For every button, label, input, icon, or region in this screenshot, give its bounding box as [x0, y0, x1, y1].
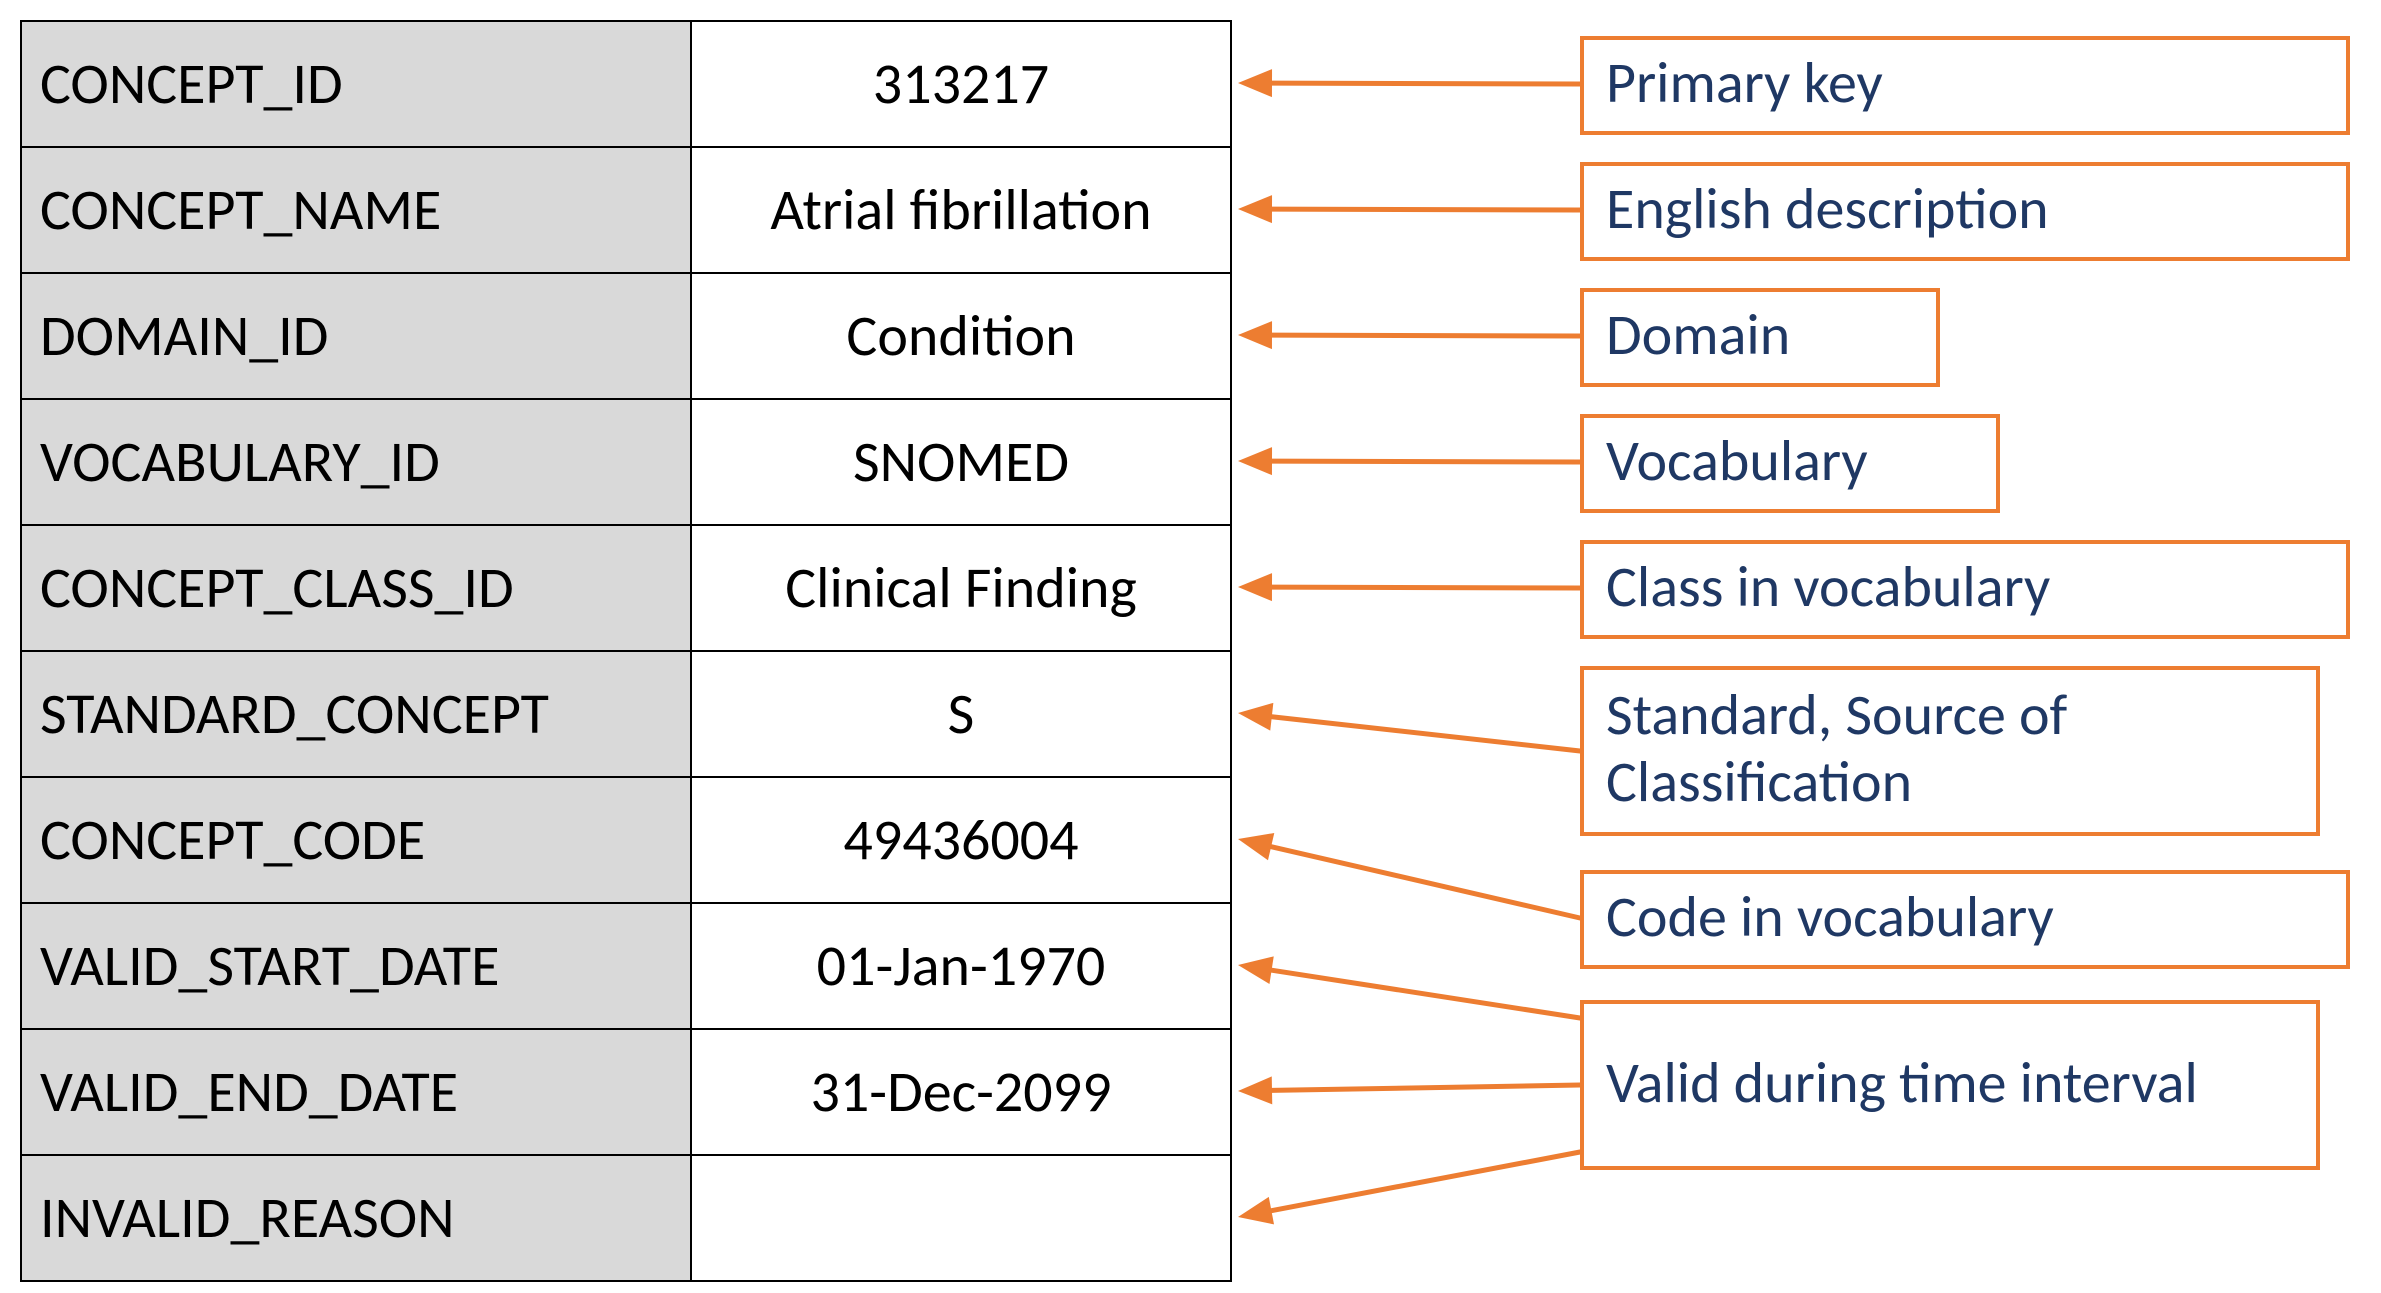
callout-box: Class in vocabulary — [1580, 540, 2350, 639]
table-row: VOCABULARY_IDSNOMED — [21, 399, 1231, 525]
callout-label: Code in vocabulary — [1606, 884, 2054, 951]
callout-box: Domain — [1580, 288, 1940, 387]
field-name-cell: CONCEPT_NAME — [21, 147, 691, 273]
table-row: CONCEPT_ID313217 — [21, 21, 1231, 147]
field-value-cell: 31-Dec-2099 — [691, 1029, 1231, 1155]
field-value-cell — [691, 1155, 1231, 1281]
table-row: CONCEPT_NAMEAtrial fibrillation — [21, 147, 1231, 273]
callout-label: English description — [1606, 176, 2049, 243]
field-value-cell: SNOMED — [691, 399, 1231, 525]
table-row: DOMAIN_IDCondition — [21, 273, 1231, 399]
field-value-cell: 49436004 — [691, 777, 1231, 903]
table-row: STANDARD_CONCEPTS — [21, 651, 1231, 777]
callout-box: Code in vocabulary — [1580, 870, 2350, 969]
callout-box: Primary key — [1580, 36, 2350, 135]
field-name-cell: DOMAIN_ID — [21, 273, 691, 399]
callout-label: Vocabulary — [1606, 428, 1868, 495]
field-value-cell: Atrial fibrillation — [691, 147, 1231, 273]
field-value-cell: Clinical Finding — [691, 525, 1231, 651]
callout-box: English description — [1580, 162, 2350, 261]
field-value-cell: Condition — [691, 273, 1231, 399]
field-name-cell: INVALID_REASON — [21, 1155, 691, 1281]
field-name-cell: VOCABULARY_ID — [21, 399, 691, 525]
field-name-cell: CONCEPT_CODE — [21, 777, 691, 903]
callout-label: Class in vocabulary — [1606, 554, 2050, 621]
field-value-cell: 01-Jan-1970 — [691, 903, 1231, 1029]
callout-label: Valid during time interval — [1606, 1050, 2198, 1117]
table-row: CONCEPT_CODE49436004 — [21, 777, 1231, 903]
callout-label: Standard, Source of Classification — [1606, 682, 2294, 815]
callout-box: Vocabulary — [1580, 414, 2000, 513]
diagram-stage: CONCEPT_ID313217CONCEPT_NAMEAtrial fibri… — [0, 0, 2381, 1293]
table-row: INVALID_REASON — [21, 1155, 1231, 1281]
table-row: VALID_END_DATE31-Dec-2099 — [21, 1029, 1231, 1155]
callout-box: Valid during time interval — [1580, 1000, 2320, 1170]
concept-table: CONCEPT_ID313217CONCEPT_NAMEAtrial fibri… — [20, 20, 1232, 1282]
field-name-cell: VALID_END_DATE — [21, 1029, 691, 1155]
callout-label: Primary key — [1606, 50, 1883, 117]
field-name-cell: CONCEPT_ID — [21, 21, 691, 147]
callout-box: Standard, Source of Classification — [1580, 666, 2320, 836]
field-value-cell: S — [691, 651, 1231, 777]
field-name-cell: STANDARD_CONCEPT — [21, 651, 691, 777]
field-value-cell: 313217 — [691, 21, 1231, 147]
table-row: VALID_START_DATE01-Jan-1970 — [21, 903, 1231, 1029]
table-row: CONCEPT_CLASS_IDClinical Finding — [21, 525, 1231, 651]
field-name-cell: VALID_START_DATE — [21, 903, 691, 1029]
callout-label: Domain — [1606, 302, 1790, 369]
field-name-cell: CONCEPT_CLASS_ID — [21, 525, 691, 651]
